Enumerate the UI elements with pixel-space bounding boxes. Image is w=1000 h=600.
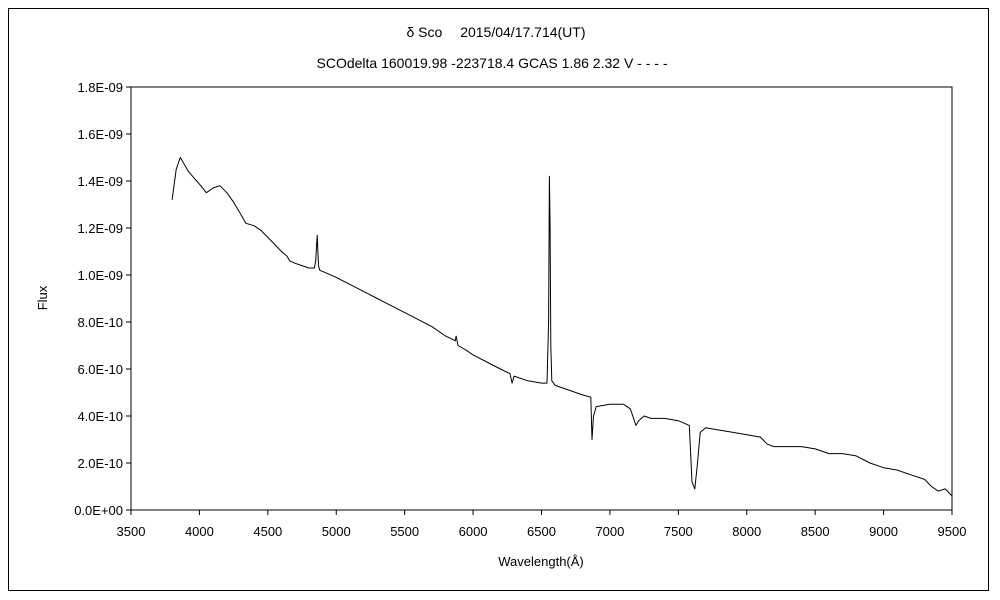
x-tick-label: 7500 <box>664 524 693 539</box>
y-tick-label: 0.0E+00 <box>74 503 123 518</box>
chart-frame <box>8 8 989 591</box>
y-axis-ticks: 0.0E+00 2.0E-10 4.0E-10 6.0E-10 8.0E-10 1.0E-… <box>74 80 131 518</box>
x-tick-label: 6500 <box>527 524 556 539</box>
spectrum-line <box>171 157 953 497</box>
y-tick-label: 2.0E-10 <box>77 456 123 471</box>
x-axis-ticks: 3500 4000 4500 5000 5500 6000 6500 7000 7500 8000… <box>117 510 967 539</box>
y-tick-label: 1.4E-09 <box>77 174 123 189</box>
plot-area <box>130 86 953 511</box>
y-tick-label: 1.6E-09 <box>77 127 123 142</box>
x-tick-label: 3500 <box>117 524 146 539</box>
chart-subtitle: SCOdelta 160019.98 -223718.4 GCAS 1.86 2… <box>317 55 668 71</box>
chart-title: δ Sco 2015/04/17.714(UT) <box>407 24 586 40</box>
x-tick-label: 4500 <box>253 524 282 539</box>
x-tick-label: 4000 <box>185 524 214 539</box>
y-tick-label: 1.0E-09 <box>77 268 123 283</box>
y-axis-title: Flux <box>35 285 50 310</box>
x-tick-label: 7000 <box>595 524 624 539</box>
y-tick-label: 8.0E-10 <box>77 315 123 330</box>
y-tick-label: 1.2E-09 <box>77 221 123 236</box>
x-tick-label: 5000 <box>322 524 351 539</box>
x-tick-label: 8500 <box>801 524 830 539</box>
x-axis-title: Wavelength(Å) <box>498 554 584 569</box>
y-tick-label: 4.0E-10 <box>77 409 123 424</box>
x-tick-label: 6000 <box>459 524 488 539</box>
x-tick-label: 9500 <box>938 524 967 539</box>
series-group <box>171 157 953 497</box>
y-tick-label: 1.8E-09 <box>77 80 123 95</box>
y-tick-label: 6.0E-10 <box>77 362 123 377</box>
x-tick-label: 5500 <box>390 524 419 539</box>
x-tick-label: 8000 <box>732 524 761 539</box>
x-tick-label: 9000 <box>869 524 898 539</box>
